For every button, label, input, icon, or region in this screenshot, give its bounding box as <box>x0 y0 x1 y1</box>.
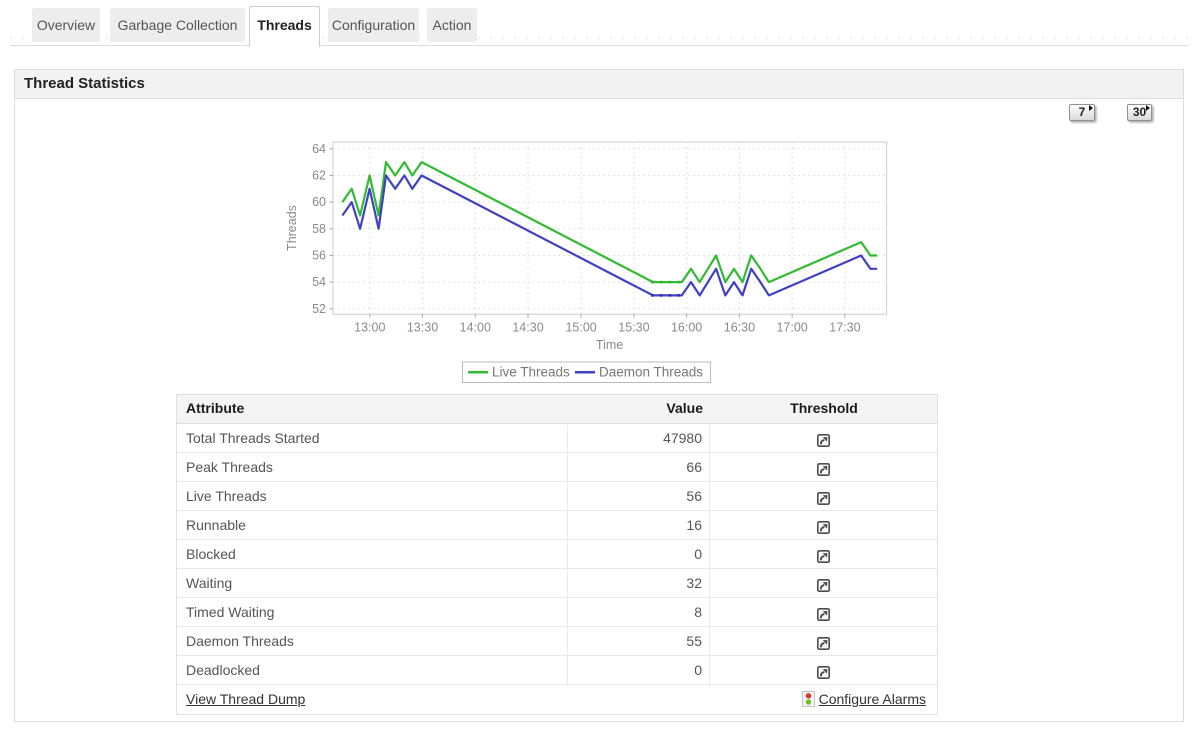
svg-text:52: 52 <box>312 302 326 316</box>
svg-text:62: 62 <box>312 169 326 183</box>
svg-text:Time: Time <box>596 338 623 352</box>
svg-text:16:30: 16:30 <box>724 321 755 335</box>
svg-text:Daemon Threads: Daemon Threads <box>599 365 703 380</box>
svg-text:54: 54 <box>312 275 326 289</box>
svg-text:14:30: 14:30 <box>512 321 543 335</box>
svg-text:14:00: 14:00 <box>460 321 491 335</box>
svg-text:56: 56 <box>312 249 326 263</box>
svg-text:16:00: 16:00 <box>671 321 702 335</box>
svg-text:58: 58 <box>312 222 326 236</box>
svg-text:17:30: 17:30 <box>829 321 860 335</box>
svg-text:Live Threads: Live Threads <box>492 365 570 380</box>
svg-text:15:00: 15:00 <box>565 321 596 335</box>
svg-text:17:00: 17:00 <box>776 321 807 335</box>
svg-text:13:00: 13:00 <box>354 321 385 335</box>
svg-text:13:30: 13:30 <box>407 321 438 335</box>
svg-text:60: 60 <box>312 195 326 209</box>
svg-text:64: 64 <box>312 142 326 156</box>
svg-text:15:30: 15:30 <box>618 321 649 335</box>
svg-text:Threads: Threads <box>285 205 299 251</box>
